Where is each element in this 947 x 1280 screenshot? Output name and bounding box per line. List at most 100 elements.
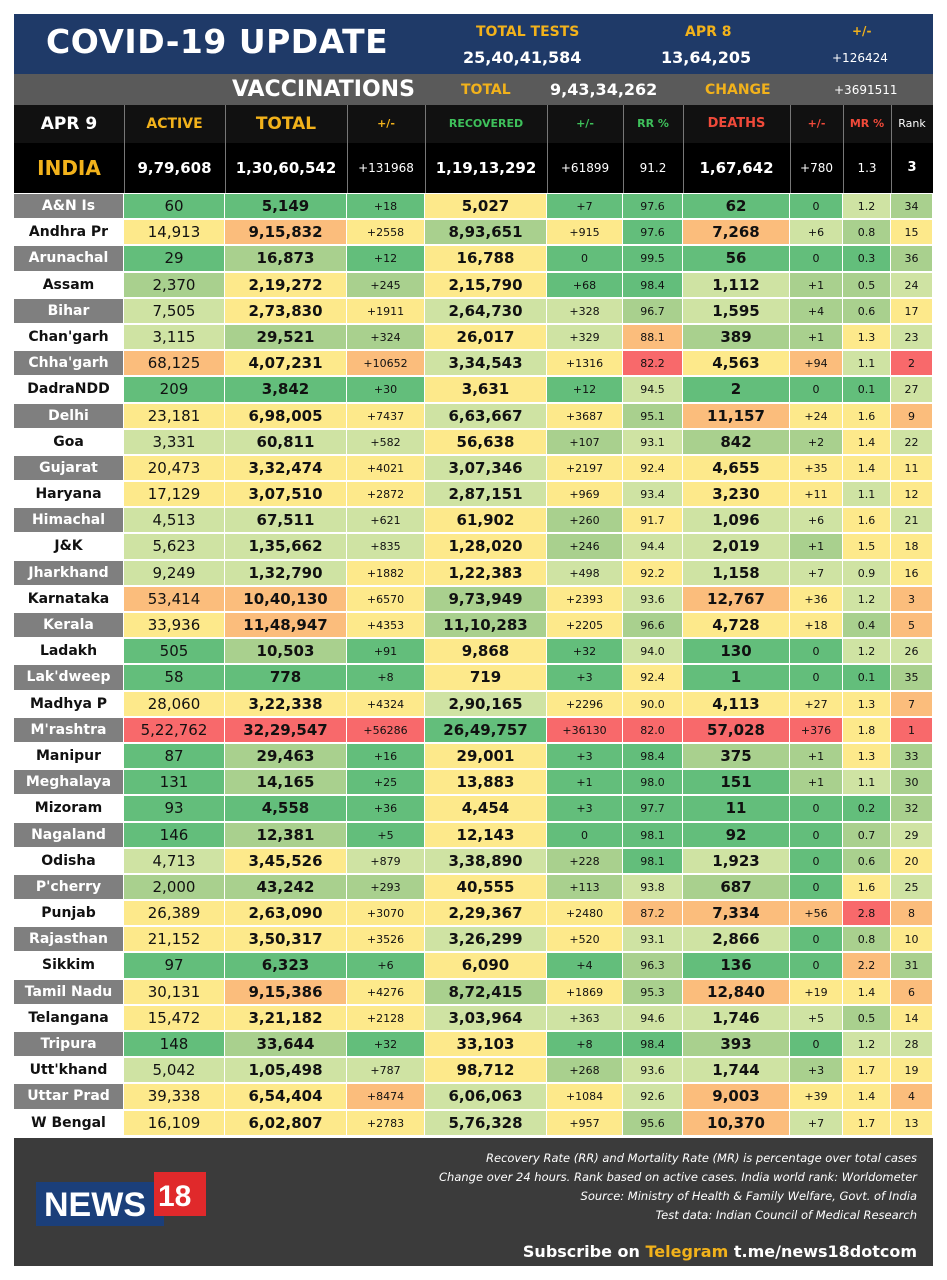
state-name: Sikkim xyxy=(14,953,124,979)
mr-cell: 1.2 xyxy=(843,194,891,220)
deaths-cell: 11 xyxy=(683,796,790,822)
recovered-change-cell: +2197 xyxy=(547,455,623,482)
active-cell: 20,473 xyxy=(124,455,225,482)
state-name: Ladakh xyxy=(14,639,124,665)
telegram-link[interactable]: Telegram xyxy=(645,1242,729,1261)
rank-cell: 11 xyxy=(891,455,933,482)
mr-cell: 1.4 xyxy=(843,429,891,455)
active-cell: 209 xyxy=(124,377,225,403)
deaths-cell: 12,767 xyxy=(683,586,790,612)
active-cell: 16,109 xyxy=(124,1110,225,1136)
rank-cell: 8 xyxy=(891,901,933,927)
state-name: Utt'khand xyxy=(14,1058,124,1084)
india-deaths-change: +780 xyxy=(800,161,833,175)
footer-note-source: Source: Ministry of Health & Family Welf… xyxy=(580,1189,917,1203)
deaths-cell: 10,370 xyxy=(683,1110,790,1136)
mr-cell: 0.8 xyxy=(843,220,891,246)
recovered-cell: 6,06,063 xyxy=(425,1084,547,1110)
total-change-cell: +4353 xyxy=(347,613,425,639)
state-name: Tamil Nadu xyxy=(14,979,124,1005)
total-cell: 29,463 xyxy=(225,743,347,770)
india-rank: 3 xyxy=(907,160,917,175)
deaths-change-cell: +18 xyxy=(790,613,843,639)
vac-change-label: CHANGE xyxy=(705,82,771,98)
active-cell: 60 xyxy=(124,194,225,220)
recovered-change-cell: 0 xyxy=(547,822,623,848)
state-table: A&N Is 60 5,149 +18 5,027 +7 97.6 62 0 1.2 34 Andhr… xyxy=(14,194,933,1137)
tests-change-value: +126424 xyxy=(832,51,888,65)
recovered-cell: 2,29,367 xyxy=(425,901,547,927)
date-header: APR 9 xyxy=(40,114,98,134)
deaths-change-cell: 0 xyxy=(790,953,843,979)
deaths-change-cell: +1 xyxy=(790,743,843,770)
table-row: Madhya P 28,060 3,22,338 +4324 2,90,165 +2296… xyxy=(14,691,933,718)
rr-cell: 99.5 xyxy=(623,246,683,272)
total-tests-label: TOTAL TESTS xyxy=(476,24,580,40)
rr-cell: 93.1 xyxy=(623,429,683,455)
rr-cell: 95.3 xyxy=(623,979,683,1005)
india-recovered-change: +61899 xyxy=(560,161,610,175)
active-cell: 14,913 xyxy=(124,220,225,246)
page-title: COVID-19 UPDATE xyxy=(46,22,389,61)
rr-cell: 98.4 xyxy=(623,272,683,298)
state-name: M'rashtra xyxy=(14,717,124,743)
rr-cell: 93.4 xyxy=(623,482,683,508)
total-cell: 9,15,832 xyxy=(225,220,347,246)
recovered-cell: 5,027 xyxy=(425,194,547,220)
mr-cell: 1.4 xyxy=(843,1084,891,1110)
mr-cell: 0.5 xyxy=(843,272,891,298)
state-name: Goa xyxy=(14,429,124,455)
footer: NEWS 18 Recovery Rate (RR) and Mortality… xyxy=(14,1138,933,1266)
rank-cell: 15 xyxy=(891,220,933,246)
deaths-change-cell: 0 xyxy=(790,246,843,272)
deaths-cell: 1,746 xyxy=(683,1005,790,1031)
deaths-change-cell: +1 xyxy=(790,534,843,560)
rank-cell: 7 xyxy=(891,691,933,717)
rr-cell: 93.8 xyxy=(623,874,683,901)
recovered-change-cell: +1316 xyxy=(547,351,623,377)
india-rr: 91.2 xyxy=(639,161,667,175)
total-cell: 6,323 xyxy=(225,953,347,979)
deaths-change-cell: +6 xyxy=(790,508,843,534)
recovered-change-cell: +2296 xyxy=(547,691,623,717)
india-deaths: 1,67,642 xyxy=(699,159,774,177)
mr-cell: 1.4 xyxy=(843,455,891,482)
active-cell: 505 xyxy=(124,639,225,665)
recovered-cell: 29,001 xyxy=(425,743,547,770)
recovered-change-cell: +246 xyxy=(547,534,623,560)
table-row: M'rashtra 5,22,762 32,29,547 +56286 26,49,75… xyxy=(14,717,933,744)
india-total-change: +131968 xyxy=(358,161,414,175)
footer-note-change: Change over 24 hours. Rank based on acti… xyxy=(439,1170,917,1184)
total-cell: 11,48,947 xyxy=(225,613,347,639)
total-change-cell: +2783 xyxy=(347,1110,425,1136)
mr-cell: 1.1 xyxy=(843,482,891,508)
table-row: Mizoram 93 4,558 +36 4,454 +3 97.7 11 0 0.2 32 xyxy=(14,796,933,822)
active-cell: 146 xyxy=(124,822,225,848)
rank-cell: 34 xyxy=(891,194,933,220)
mr-cell: 1.7 xyxy=(843,1110,891,1136)
title-bar: COVID-19 UPDATE TOTAL TESTS 25,40,41,584… xyxy=(14,14,933,74)
state-name: Rajasthan xyxy=(14,927,124,953)
recovered-cell: 4,454 xyxy=(425,796,547,822)
total-cell: 1,05,498 xyxy=(225,1058,347,1084)
rr-cell: 98.4 xyxy=(623,1032,683,1058)
active-cell: 131 xyxy=(124,770,225,796)
total-header: TOTAL xyxy=(255,114,317,134)
deaths-cell: 12,840 xyxy=(683,979,790,1005)
table-row: Manipur 87 29,463 +16 29,001 +3 98.4 375 +1 1.3 33 xyxy=(14,743,933,770)
rank-cell: 24 xyxy=(891,272,933,298)
deaths-cell: 3,230 xyxy=(683,482,790,508)
mr-cell: 0.5 xyxy=(843,1005,891,1031)
total-change-cell: +1882 xyxy=(347,560,425,586)
state-name: Jharkhand xyxy=(14,560,124,586)
table-row: Punjab 26,389 2,63,090 +3070 2,29,367 +2480 87… xyxy=(14,901,933,927)
deaths-change-cell: 0 xyxy=(790,927,843,953)
recovered-change-cell: +328 xyxy=(547,298,623,324)
telegram-url[interactable]: t.me/news18dotcom xyxy=(728,1242,917,1261)
active-cell: 5,042 xyxy=(124,1058,225,1084)
total-cell: 6,02,807 xyxy=(225,1110,347,1136)
mr-cell: 0.6 xyxy=(843,848,891,874)
total-cell: 29,521 xyxy=(225,324,347,351)
total-change-cell: +6 xyxy=(347,953,425,979)
recovered-cell: 26,49,757 xyxy=(425,717,547,743)
